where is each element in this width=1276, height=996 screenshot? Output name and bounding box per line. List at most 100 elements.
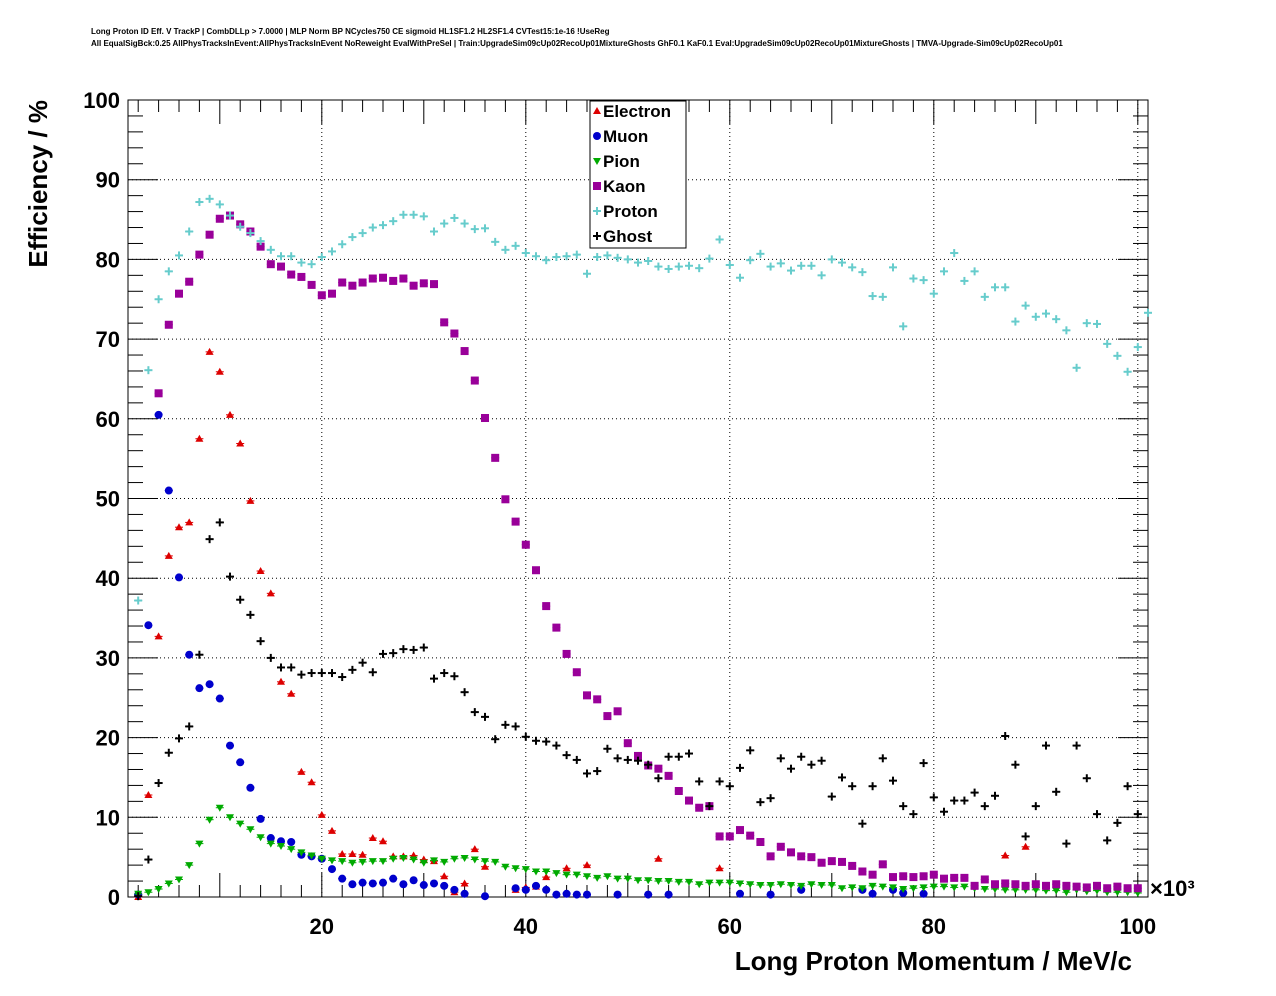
- data-point: [644, 877, 653, 885]
- data-point: [481, 712, 489, 721]
- data-point: [338, 673, 347, 682]
- data-point: [868, 882, 877, 890]
- data-point: [1021, 842, 1030, 850]
- data-point: [909, 274, 918, 283]
- data-point: [1001, 886, 1010, 894]
- data-point: [1082, 774, 1091, 783]
- data-point: [185, 277, 194, 286]
- data-point: [1133, 810, 1142, 819]
- data-point: [623, 255, 632, 264]
- data-point: [950, 884, 959, 892]
- data-point: [266, 589, 275, 597]
- data-point: [521, 732, 530, 741]
- data-point: [521, 540, 530, 549]
- data-point: [776, 259, 785, 268]
- data-point: [348, 849, 357, 857]
- data-point: [246, 826, 255, 834]
- data-point: [481, 858, 489, 866]
- data-point: [572, 250, 581, 259]
- data-point: [542, 885, 551, 894]
- data-point: [654, 262, 663, 271]
- data-point: [736, 273, 744, 282]
- data-point: [919, 872, 928, 881]
- data-point: [511, 517, 520, 526]
- data-point: [776, 842, 785, 851]
- data-point: [317, 669, 326, 678]
- data-point: [144, 366, 153, 375]
- data-point: [919, 884, 928, 892]
- data-point: [1011, 317, 1020, 326]
- data-point: [674, 786, 683, 795]
- data-point: [256, 637, 265, 646]
- data-point: [195, 840, 204, 848]
- data-point: [440, 858, 449, 866]
- data-point: [695, 264, 704, 273]
- data-point: [583, 890, 591, 899]
- data-point: [919, 276, 928, 285]
- data-point: [909, 873, 918, 882]
- data-point: [460, 688, 469, 697]
- data-point: [470, 708, 479, 717]
- data-point: [919, 759, 928, 768]
- data-point: [277, 842, 285, 850]
- data-point: [481, 862, 489, 870]
- data-point: [226, 211, 234, 220]
- data-point: [256, 237, 265, 246]
- data-point: [521, 249, 530, 258]
- data-point: [919, 889, 928, 898]
- x-tick-label: 20: [310, 914, 334, 939]
- data-point: [562, 252, 571, 261]
- data-point: [175, 523, 183, 531]
- data-point: [756, 838, 765, 847]
- data-point: [1093, 319, 1101, 328]
- data-point: [185, 518, 194, 526]
- data-point: [358, 278, 367, 287]
- x-tick-label: 60: [718, 914, 742, 939]
- legend-label-pion: Pion: [603, 152, 640, 171]
- data-point: [460, 879, 469, 887]
- data-point: [450, 672, 459, 681]
- data-point: [399, 274, 408, 283]
- data-point: [460, 219, 469, 228]
- data-point: [980, 886, 989, 894]
- data-point: [695, 777, 704, 786]
- data-point: [307, 280, 316, 289]
- data-point: [317, 253, 326, 262]
- legend-label-muon: Muon: [603, 127, 648, 146]
- data-point: [552, 870, 561, 878]
- data-point: [358, 658, 367, 667]
- data-point: [389, 217, 398, 226]
- data-point: [644, 256, 653, 265]
- data-point: [491, 858, 500, 866]
- series-proton: [134, 194, 1152, 605]
- data-point: [185, 227, 194, 236]
- grid: [128, 99, 1148, 898]
- data-point: [929, 883, 938, 891]
- data-point: [542, 868, 551, 876]
- data-point: [766, 882, 775, 890]
- data-point: [613, 253, 622, 262]
- data-point: [868, 889, 877, 898]
- data-point: [623, 755, 632, 764]
- data-point: [664, 264, 673, 273]
- data-point: [613, 890, 622, 899]
- header-line-2: All EqualSigBck:0.25 AllPhysTracksInEven…: [91, 39, 1063, 48]
- data-point: [1113, 818, 1122, 827]
- data-point: [481, 892, 489, 901]
- data-point: [1103, 884, 1112, 893]
- data-point: [287, 846, 296, 854]
- data-point: [1093, 810, 1101, 819]
- data-point: [960, 796, 969, 805]
- data-point: [1123, 884, 1132, 893]
- data-point: [868, 870, 877, 879]
- data-point: [654, 854, 663, 862]
- data-point: [552, 623, 561, 632]
- data-point: [593, 695, 602, 704]
- data-point: [817, 271, 826, 280]
- data-point: [491, 237, 500, 246]
- data-point: [144, 889, 153, 897]
- data-point: [348, 281, 357, 290]
- data-point: [205, 816, 214, 824]
- data-point: [991, 283, 999, 292]
- data-point: [838, 773, 846, 782]
